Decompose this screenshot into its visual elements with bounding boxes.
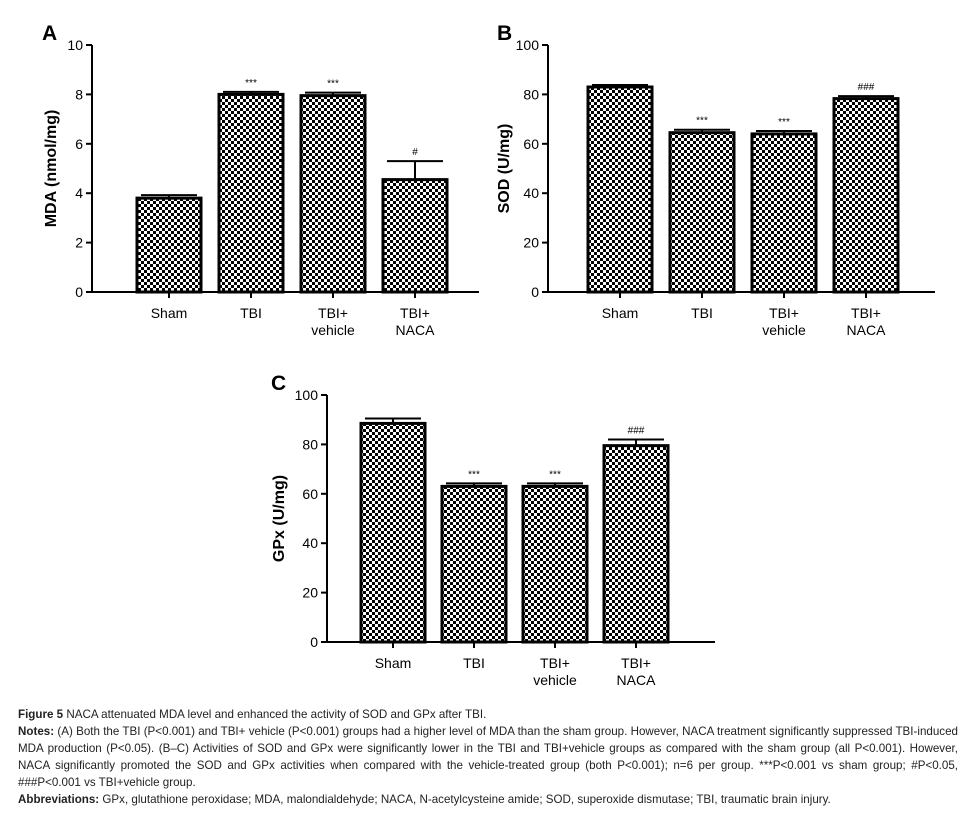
figure-label: Figure 5 bbox=[18, 708, 64, 721]
y-tick-label-c: 60 bbox=[302, 486, 318, 502]
panel-letter-a: A bbox=[42, 22, 57, 45]
bar-c bbox=[521, 484, 589, 644]
category-label-a: TBI+ vehicle bbox=[311, 305, 355, 338]
bar-a bbox=[299, 94, 367, 294]
significance-mark-c: *** bbox=[549, 469, 561, 480]
y-axis-title-a: MDA (nmol/mg) bbox=[43, 110, 60, 228]
y-tick-label-c: 80 bbox=[302, 436, 318, 452]
y-tick-label-c: 20 bbox=[302, 585, 318, 601]
significance-mark-b: *** bbox=[778, 117, 790, 128]
y-tick-label-a: 2 bbox=[75, 235, 83, 251]
notes-label: Notes: bbox=[18, 725, 55, 738]
y-axis-title-c: GPx (U/mg) bbox=[271, 475, 288, 562]
bar-b bbox=[586, 85, 654, 294]
bar-a bbox=[381, 178, 449, 294]
bar-b bbox=[832, 97, 900, 294]
chart-panel-b: B SOD (U/mg) 0 20 40 60 80 100 Sham *** TBI *** TBI+… bbox=[496, 22, 935, 338]
figure-charts: A MDA (nmol/mg) 0 2 4 6 8 10 Sham *** TBI *** TBI+ ve… bbox=[42, 22, 935, 688]
panel-letter-c: C bbox=[271, 372, 286, 395]
category-label-c: Sham bbox=[375, 655, 412, 671]
bar-c bbox=[359, 421, 427, 644]
category-label-a: TBI+ NACA bbox=[396, 305, 436, 338]
significance-mark-b: ### bbox=[858, 82, 875, 93]
significance-mark-b: *** bbox=[696, 116, 708, 127]
category-label-b: TBI+ vehicle bbox=[762, 305, 806, 338]
significance-mark-c: *** bbox=[468, 469, 480, 480]
y-tick-label-a: 4 bbox=[75, 185, 83, 201]
notes-text: (A) Both the TBI (P<0.001) and TBI+ vehi… bbox=[18, 725, 958, 789]
significance-mark-a: # bbox=[412, 147, 418, 158]
bar-c bbox=[602, 444, 670, 644]
category-label-b: TBI bbox=[691, 305, 713, 321]
category-label-a: Sham bbox=[151, 305, 188, 321]
caption-abbreviations: Abbreviations: GPx, glutathione peroxida… bbox=[18, 791, 958, 808]
chart-panel-c: C GPx (U/mg) 0 20 40 60 80 100 Sham *** TBI *** TBI+… bbox=[271, 372, 715, 688]
significance-mark-a: *** bbox=[245, 78, 257, 89]
y-tick-label-b: 40 bbox=[523, 185, 539, 201]
y-tick-label-b: 100 bbox=[516, 37, 540, 53]
category-label-c: TBI+ vehicle bbox=[533, 655, 577, 688]
y-tick-label-a: 6 bbox=[75, 136, 83, 152]
category-label-a: TBI bbox=[240, 305, 262, 321]
significance-mark-c: ### bbox=[628, 425, 645, 436]
chart-panel-a: A MDA (nmol/mg) 0 2 4 6 8 10 Sham *** TBI *** TBI+ ve… bbox=[42, 22, 479, 338]
y-tick-label-a: 0 bbox=[75, 284, 83, 300]
bar-b bbox=[668, 131, 736, 294]
category-label-b: TBI+ NACA bbox=[847, 305, 887, 338]
abbreviations-text: GPx, glutathione peroxidase; MDA, malond… bbox=[102, 793, 831, 806]
y-tick-label-b: 60 bbox=[523, 136, 539, 152]
category-label-c: TBI bbox=[463, 655, 485, 671]
caption-title-line: Figure 5 NACA attenuated MDA level and e… bbox=[18, 706, 958, 723]
category-label-c: TBI+ NACA bbox=[617, 655, 657, 688]
abbreviations-label: Abbreviations: bbox=[18, 793, 100, 806]
figure-caption: Figure 5 NACA attenuated MDA level and e… bbox=[18, 706, 958, 808]
significance-mark-a: *** bbox=[327, 79, 339, 90]
panel-letter-b: B bbox=[497, 22, 512, 45]
bar-b bbox=[750, 132, 818, 294]
y-tick-label-c: 40 bbox=[302, 535, 318, 551]
y-tick-label-b: 80 bbox=[523, 86, 539, 102]
figure-title: NACA attenuated MDA level and enhanced t… bbox=[66, 708, 487, 721]
bar-a bbox=[217, 92, 285, 294]
bar-c bbox=[440, 484, 508, 644]
y-tick-label-b: 20 bbox=[523, 235, 539, 251]
y-tick-label-c: 100 bbox=[295, 387, 319, 403]
y-tick-label-b: 0 bbox=[531, 284, 539, 300]
category-label-b: Sham bbox=[602, 305, 639, 321]
y-axis-title-b: SOD (U/mg) bbox=[496, 124, 513, 214]
y-tick-label-a: 8 bbox=[75, 86, 83, 102]
caption-notes: Notes: (A) Both the TBI (P<0.001) and TB… bbox=[18, 723, 958, 791]
y-tick-label-c: 0 bbox=[310, 634, 318, 650]
y-tick-label-a: 10 bbox=[67, 37, 83, 53]
bar-a bbox=[135, 196, 203, 294]
